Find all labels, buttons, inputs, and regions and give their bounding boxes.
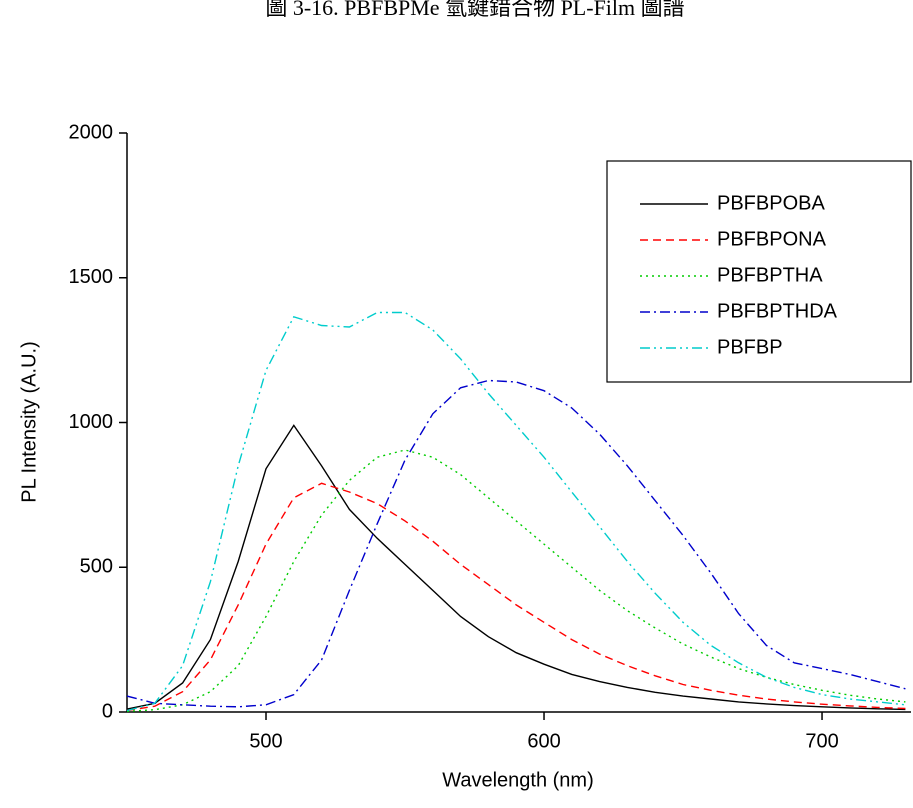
line-series [126,311,906,712]
line-series [126,449,906,713]
y-axis-label: PL Intensity (A.U.) [18,341,40,503]
line-series [126,424,906,711]
y-tick-label: 2000 [69,121,114,143]
legend-label: PBFBPONA [717,228,827,250]
y-tick-label: 1500 [69,266,114,288]
legend-label: PBFBPTHA [717,264,823,286]
y-tick-label: 1000 [69,411,114,433]
y-tick-label: 0 [102,700,113,722]
chart-title: 圖 3-16. PBFBPMe 氫鍵錯合物 PL-Film 圖譜 [265,0,684,20]
x-axis-label: Wavelength (nm) [442,769,594,791]
legend-label: PBFBP [717,336,783,358]
y-tick-label: 500 [80,556,113,578]
legend-label: PBFBPOBA [717,192,825,214]
legend-label: PBFBPTHDA [717,300,838,322]
line-series [126,482,906,712]
x-tick-label: 600 [527,730,560,752]
x-tick-label: 500 [249,730,282,752]
x-tick-label: 700 [805,730,838,752]
legend-box [606,160,912,383]
